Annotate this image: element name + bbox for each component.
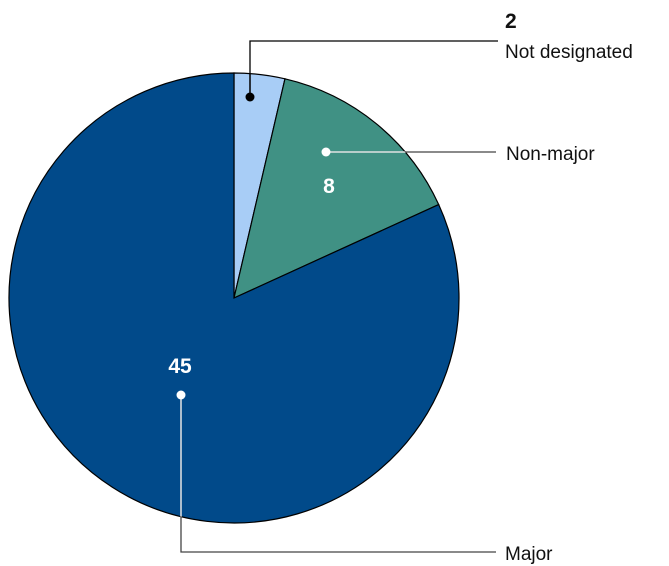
- leader-dot-not-designated: [245, 92, 255, 102]
- pie-slices: [8, 72, 460, 524]
- value-label-not-designated: 2: [505, 10, 517, 33]
- leader-line-inner-major: [180, 395, 459, 523]
- pie-slice-non-major: [233, 78, 440, 300]
- category-label-not-designated: Not designated: [505, 42, 633, 63]
- value-label-major: 45: [168, 355, 192, 378]
- pie-slice-major: [8, 72, 460, 524]
- leader-line-inner-not-designated: [249, 73, 459, 97]
- leader-dot-non-major: [321, 147, 331, 157]
- category-label-non-major: Non-major: [506, 144, 595, 165]
- leader-dot-major: [176, 390, 186, 400]
- category-label-major: Major: [505, 544, 553, 565]
- leader-lines: [176, 40, 498, 553]
- value-label-non-major: 8: [323, 175, 335, 198]
